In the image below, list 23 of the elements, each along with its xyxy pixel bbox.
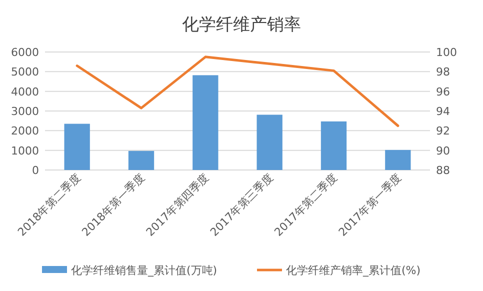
y2-tick-label: 88 [436, 164, 450, 177]
bar [320, 121, 347, 170]
bar [128, 150, 154, 170]
bar [64, 124, 90, 170]
chart-title: 化学纤维产销率 [182, 15, 301, 35]
y-tick-label: 4000 [11, 85, 39, 98]
y-tick-label: 5000 [11, 66, 39, 79]
y-tick-label: 3000 [11, 105, 39, 118]
y-tick-label: 2000 [11, 124, 39, 138]
bar [192, 75, 218, 170]
y2-tick-label: 96 [436, 85, 450, 98]
y-tick-label: 6000 [11, 46, 39, 59]
bar [256, 114, 282, 170]
y-tick-label: 1000 [11, 144, 39, 158]
y2-tick-label: 98 [436, 66, 450, 79]
y2-tick-label: 90 [436, 144, 450, 158]
y2-tick-label: 92 [436, 124, 450, 138]
y2-tick-label: 94 [436, 105, 450, 118]
y2-tick-label: 100 [436, 46, 457, 59]
legend-label: 化学纤维销售量_累计值(万吨) [71, 264, 218, 277]
y-tick-label: 0 [32, 164, 39, 177]
legend-label: 化学纤维产销率_累计值(%) [286, 264, 421, 277]
bar [385, 150, 411, 170]
